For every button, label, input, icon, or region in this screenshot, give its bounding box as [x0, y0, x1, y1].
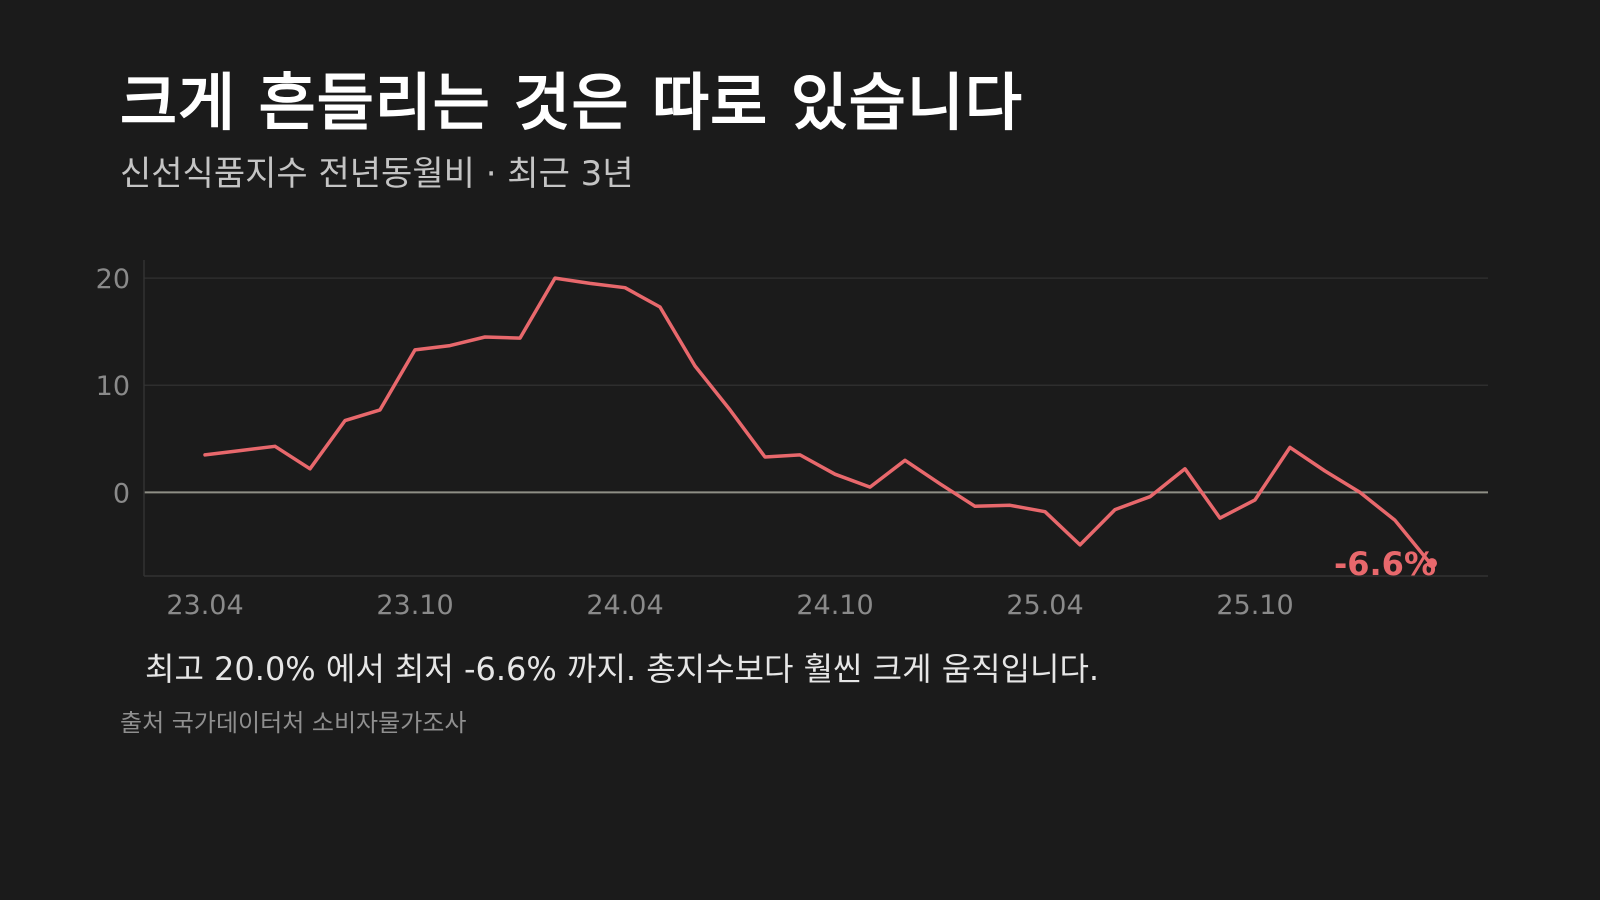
x-tick-label: 25.04	[1006, 590, 1083, 621]
x-tick-label: 24.04	[586, 590, 663, 621]
x-tick-label: 23.10	[376, 590, 453, 621]
x-tick-label: 23.04	[166, 590, 243, 621]
end-value-label: -6.6%	[1334, 545, 1436, 583]
grid-layer	[144, 277, 1488, 494]
line-chart: 0 10 20 23.04 23.10 24.04 24.10 25.04 25.10 -6.…	[96, 260, 1488, 621]
x-tick-label: 25.10	[1216, 590, 1293, 621]
y-tick-label: 0	[113, 478, 130, 509]
end-point-marker	[1427, 558, 1437, 569]
series-line	[203, 276, 1432, 565]
x-tick-labels: 23.04 23.10 24.04 24.10 25.04 25.10	[166, 590, 1293, 621]
annotation-layer: -6.6%	[1334, 545, 1437, 583]
chart-caption: 최고 20.0% 에서 최저 -6.6% 까지. 총지수보다 훨씬 크게 움직입…	[145, 650, 1100, 688]
series-layer	[203, 276, 1432, 565]
x-tick-label: 24.10	[796, 590, 873, 621]
chart-subtitle: 신선식품지수 전년동월비 · 최근 3년	[120, 154, 634, 194]
chart-title: 크게 흔들리는 것은 따로 있습니다	[120, 66, 1023, 139]
source-note: 출처 국가데이터처 소비자물가조사	[120, 709, 467, 737]
y-tick-label: 20	[96, 264, 130, 295]
y-tick-label: 10	[96, 371, 130, 402]
y-tick-labels: 0 10 20	[96, 264, 130, 509]
